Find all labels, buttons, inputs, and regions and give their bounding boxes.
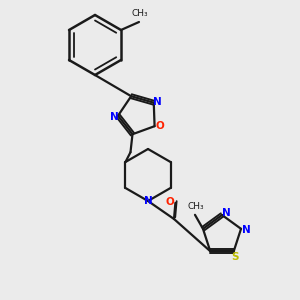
Text: N: N	[110, 112, 118, 122]
Text: CH₃: CH₃	[132, 10, 148, 19]
Text: N: N	[222, 208, 230, 218]
Text: N: N	[242, 225, 250, 235]
Text: O: O	[155, 121, 164, 131]
Text: CH₃: CH₃	[188, 202, 204, 211]
Text: S: S	[231, 252, 238, 262]
Text: N: N	[153, 97, 162, 107]
Text: N: N	[144, 196, 152, 206]
Text: O: O	[165, 197, 174, 207]
